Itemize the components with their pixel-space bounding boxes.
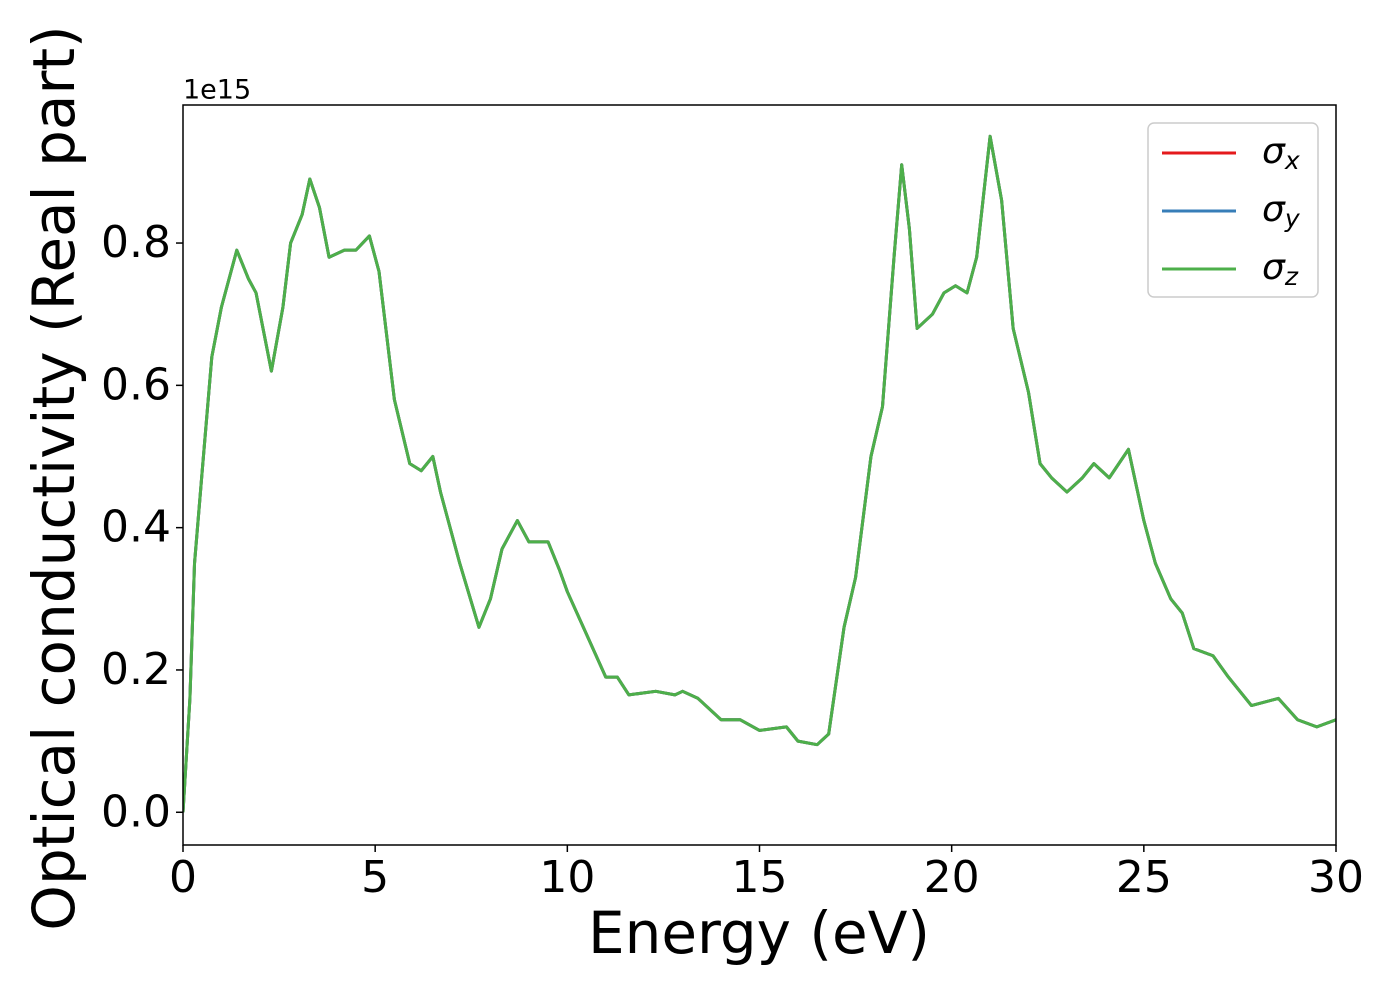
y-tick-label: 0.2 bbox=[101, 644, 171, 695]
y-tick-label: 0.4 bbox=[101, 502, 171, 553]
legend-label: σx bbox=[1262, 131, 1300, 175]
line bbox=[183, 134, 1336, 813]
x-axis-label: Energy (eV) bbox=[588, 899, 930, 967]
legend-label: σy bbox=[1262, 189, 1301, 233]
x-tick-label: 30 bbox=[1308, 852, 1364, 903]
y-tick-label: 0.0 bbox=[101, 786, 171, 837]
x-tick-label: 15 bbox=[732, 852, 788, 903]
x-tick-label: 10 bbox=[539, 852, 595, 903]
x-tick-label: 0 bbox=[169, 852, 197, 903]
y-axis-label: Optical conductivity (Real part) bbox=[20, 25, 88, 930]
x-tick-label: 20 bbox=[924, 852, 980, 903]
y-tick-label: 0.6 bbox=[101, 359, 171, 410]
y-offset-text: 1e15 bbox=[183, 75, 251, 106]
legend-label: σz bbox=[1262, 247, 1299, 291]
x-tick-label: 5 bbox=[361, 852, 389, 903]
plot-frame bbox=[182, 104, 1337, 846]
y-tick-label: 0.8 bbox=[101, 217, 171, 268]
x-tick-label: 25 bbox=[1116, 852, 1172, 903]
